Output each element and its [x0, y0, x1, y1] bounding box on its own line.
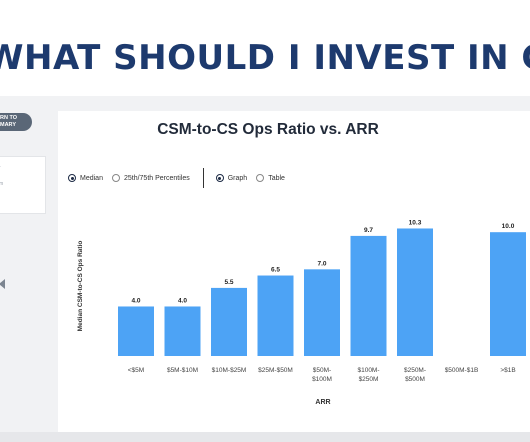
controls-divider: [202, 168, 204, 188]
header-banner: WHAT SHOULD I INVEST IN CS O: [0, 0, 530, 92]
radio-selected-icon: [68, 174, 76, 182]
side-panel-item: m: [0, 181, 4, 187]
radio-percentiles-label: 25th/75th Percentiles: [123, 174, 190, 182]
return-to-summary-button[interactable]: RN TO MARY: [0, 113, 32, 131]
x-tick-label: $500M: [405, 376, 425, 383]
bar: [350, 235, 387, 356]
bar: [397, 228, 433, 356]
x-tick-label: $100M: [312, 376, 332, 383]
x-tick-label: <$5M: [128, 367, 144, 374]
radio-table[interactable]: Table: [256, 174, 285, 182]
bar: [211, 287, 247, 356]
x-tick-label: $100M-: [357, 367, 379, 374]
chart-panel: CSM-to-CS Ops Ratio vs. ARR Median 25th/…: [58, 111, 530, 433]
x-tick-label: $500M-$1B: [445, 367, 479, 374]
radio-table-label: Table: [268, 174, 285, 182]
dashboard-slide: RN TO MARY r m CSM-to-CS Ops Ratio vs. A…: [0, 96, 530, 442]
data-label: 6.5: [271, 267, 280, 274]
radio-percentiles[interactable]: 25th/75th Percentiles: [111, 174, 190, 182]
side-panel: r m: [0, 156, 46, 214]
data-label: 10.0: [502, 223, 515, 230]
radio-selected-icon: [215, 174, 224, 182]
side-panel-item: r: [0, 165, 1, 171]
data-label: 9.7: [364, 227, 373, 234]
radio-unselected-icon: [256, 174, 265, 182]
radio-median-label: Median: [80, 174, 103, 182]
x-tick-label: >$1B: [500, 367, 515, 374]
x-tick-label: $10M-$25M: [212, 367, 247, 374]
radio-unselected-icon: [111, 174, 120, 182]
bar: [118, 306, 154, 356]
data-label: 10.3: [409, 219, 422, 226]
radio-median[interactable]: Median: [68, 174, 103, 182]
bar: [304, 269, 340, 356]
return-button-label: RN TO MARY: [0, 115, 18, 128]
x-tick-label: $250M: [359, 376, 379, 383]
banner-title: WHAT SHOULD I INVEST IN CS O: [0, 38, 530, 78]
x-tick-label: $250M-: [404, 367, 426, 374]
data-label: 7.0: [317, 260, 326, 267]
x-tick-label: $25M-$50M: [258, 367, 293, 374]
x-tick-label: $5M-$10M: [167, 367, 198, 374]
y-axis-label: Median CSM-to-CS Ops Ratio: [77, 241, 84, 332]
previous-arrow-icon[interactable]: [0, 279, 5, 289]
data-label: 4.0: [131, 297, 140, 304]
bottom-strip: [0, 432, 530, 442]
chart-title: CSM-to-CS Ops Ratio vs. ARR: [157, 121, 379, 138]
bar: [257, 275, 294, 356]
chart-controls: Median 25th/75th Percentiles Graph Table: [68, 166, 294, 190]
bar: [164, 306, 201, 356]
radio-graph-label: Graph: [227, 174, 248, 182]
bar: [490, 232, 526, 356]
bar-chart: Median CSM-to-CS Ops Ratio 4.0 <$5M 4.0 $5M-…: [77, 219, 526, 406]
data-label: 4.0: [178, 297, 187, 304]
data-label: 5.5: [224, 279, 233, 286]
x-tick-label: $50M-: [313, 367, 331, 374]
radio-graph[interactable]: Graph: [215, 174, 248, 182]
x-axis-label: ARR: [315, 399, 330, 406]
